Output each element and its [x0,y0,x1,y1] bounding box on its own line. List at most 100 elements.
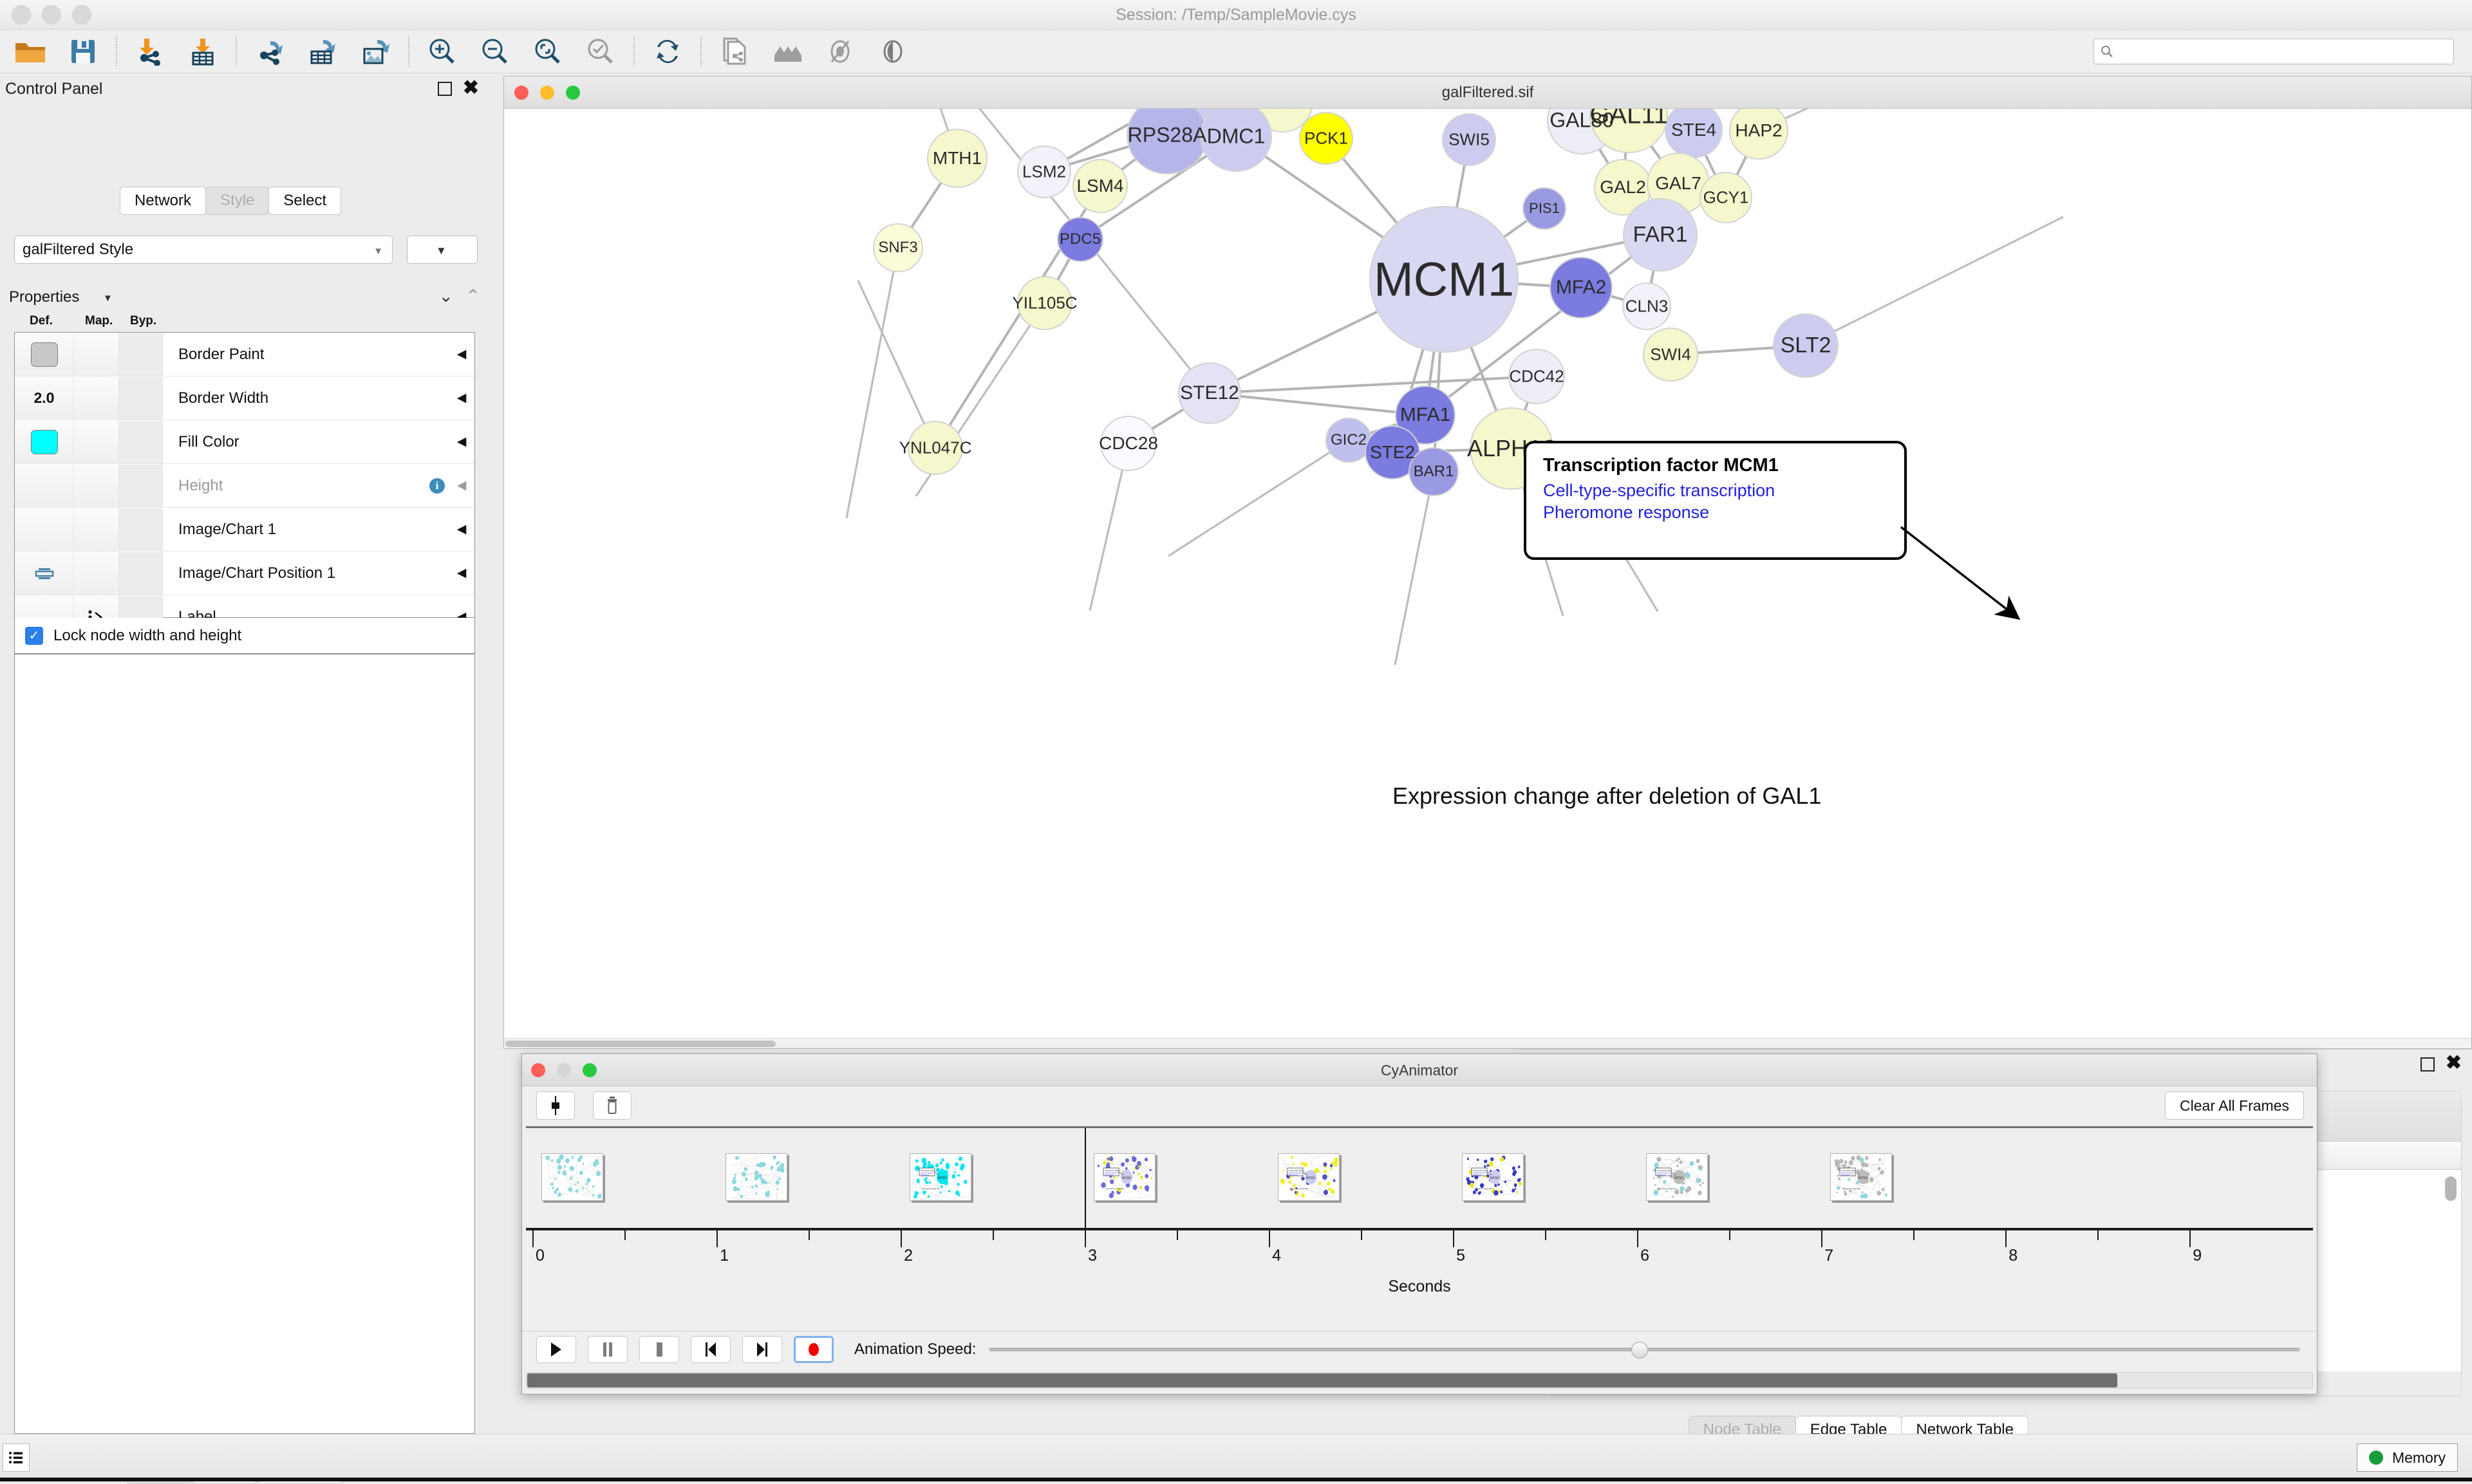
import-network-icon[interactable] [124,32,176,71]
close-icon[interactable]: ✖ [463,79,479,98]
import-table-icon[interactable] [176,32,229,71]
property-row[interactable]: Border Paint◀ [15,333,474,376]
network-node[interactable] [1550,257,1612,318]
network-node[interactable] [1523,188,1566,229]
show-icon[interactable] [866,32,919,71]
expand-property-icon[interactable]: ◀ [449,391,474,405]
network-node[interactable] [1300,113,1353,164]
previous-frame-button[interactable] [691,1336,731,1363]
network-node[interactable] [1179,363,1241,423]
expand-property-icon[interactable]: ◀ [449,434,474,449]
expand-property-icon[interactable]: ◀ [449,522,474,537]
zoom-out-icon[interactable] [469,32,521,71]
pause-button[interactable] [588,1336,628,1363]
cyanimator-window-controls[interactable] [531,1063,597,1077]
memory-status-button[interactable]: Memory [2357,1443,2458,1472]
play-button[interactable] [536,1336,576,1363]
expand-property-icon[interactable]: ◀ [449,478,474,493]
network-edge[interactable] [858,281,935,448]
property-row[interactable]: Image/Chart Position 1◀ [15,552,474,595]
property-default-cell[interactable] [15,508,74,551]
search-input[interactable] [2113,44,2447,60]
property-default-cell[interactable] [15,333,74,376]
property-bypass-cell[interactable] [119,421,163,463]
lock-node-size-row[interactable]: ✓ Lock node width and height [14,618,475,654]
scrollbar-thumb[interactable] [505,1041,776,1047]
property-mapping-cell[interactable] [74,333,119,376]
refresh-icon[interactable] [641,32,694,71]
slider-knob[interactable] [1631,1342,1648,1359]
network-node[interactable] [1201,109,1271,171]
minimize-window-button[interactable] [540,86,554,100]
minimize-window-button[interactable] [557,1063,571,1077]
expand-property-icon[interactable]: ◀ [449,566,474,580]
property-mapping-cell[interactable] [74,377,119,420]
network-node[interactable] [928,129,987,187]
playback-controls[interactable]: Animation Speed: [522,1331,2317,1367]
style-select-dropdown[interactable]: galFiltered Style ▼ [14,236,393,264]
record-button[interactable] [794,1336,834,1363]
property-bypass-cell[interactable] [119,333,163,376]
network-graph[interactable] [504,109,2471,1048]
scrollbar-thumb[interactable] [2445,1176,2457,1201]
network-node[interactable] [908,422,962,474]
property-bypass-cell[interactable] [119,508,163,551]
property-bypass-cell[interactable] [119,465,163,507]
network-node[interactable] [1370,207,1518,352]
canvas-horizontal-scrollbar[interactable] [504,1038,2471,1048]
network-node[interactable] [1624,199,1697,271]
animation-frame[interactable] [541,1153,603,1201]
network-node[interactable] [1326,418,1371,462]
restore-icon[interactable] [438,82,452,96]
network-node[interactable] [874,224,922,272]
network-node[interactable] [1018,277,1072,329]
close-window-button[interactable] [531,1063,545,1077]
collapse-all-icon[interactable]: ⌃ [465,288,480,305]
network-node[interactable] [1058,218,1103,261]
close-window-button[interactable] [514,86,529,100]
property-row[interactable]: Fill Color◀ [15,420,474,464]
expand-property-icon[interactable]: ◀ [449,347,474,362]
network-node[interactable] [1730,109,1788,159]
network-node[interactable] [1665,109,1722,158]
network-node[interactable] [1774,314,1838,377]
stop-button[interactable] [639,1336,679,1363]
tab-style[interactable]: Style [205,187,269,215]
color-swatch[interactable] [31,430,58,454]
network-edge[interactable] [1168,440,1349,556]
save-icon[interactable] [57,32,109,71]
home-icon[interactable] [761,32,814,71]
add-frame-button[interactable] [536,1091,575,1120]
control-panel-tabs[interactable]: Network Style Select [120,187,341,215]
property-row[interactable]: Image/Chart 1◀ [15,508,474,552]
color-swatch[interactable] [31,342,58,367]
table-vertical-scrollbar[interactable] [2440,1170,2461,1371]
lock-checkbox[interactable]: ✓ [25,627,43,645]
restore-icon[interactable] [2420,1057,2435,1071]
property-default-cell[interactable] [15,465,74,507]
info-icon[interactable]: i [429,478,445,494]
network-edge[interactable] [1395,472,1434,665]
search-box[interactable] [2093,39,2454,64]
export-network-icon[interactable] [243,32,296,71]
network-node[interactable] [1643,328,1698,381]
network-node[interactable] [1509,349,1564,403]
task-list-icon[interactable] [3,1443,30,1472]
zoom-in-icon[interactable] [416,32,469,71]
maximize-window-button[interactable] [566,86,580,100]
network-edge[interactable] [1210,393,1425,415]
export-table-icon[interactable] [296,32,349,71]
network-window-controls[interactable] [514,86,580,100]
property-mapping-cell[interactable] [74,552,119,595]
expand-all-icon[interactable]: ⌄ [438,288,453,305]
animation-speed-slider[interactable] [989,1341,2300,1358]
property-bypass-cell[interactable] [119,552,163,595]
property-default-cell[interactable]: 2.0 [15,377,74,420]
annotation-callout[interactable]: Transcription factor MCM1 Cell-type-spec… [1524,441,1907,560]
